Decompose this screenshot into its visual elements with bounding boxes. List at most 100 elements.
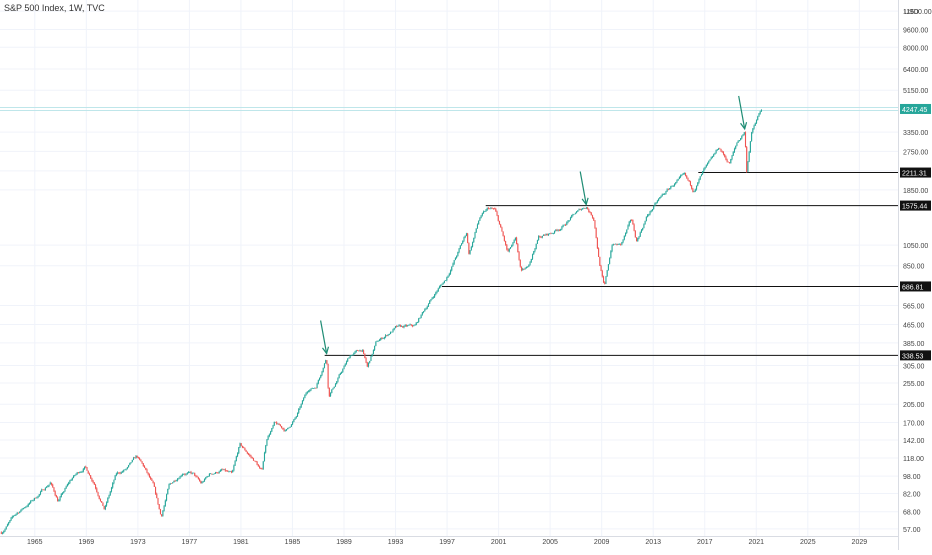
candle-body bbox=[48, 484, 50, 487]
candle-body bbox=[30, 500, 32, 503]
candle-body bbox=[369, 360, 371, 363]
candle-body bbox=[259, 466, 261, 468]
candle-body bbox=[148, 474, 150, 478]
candle-body bbox=[520, 266, 523, 271]
price-tick-label: 305.00 bbox=[903, 364, 925, 371]
candle-body bbox=[616, 243, 618, 245]
candle-body bbox=[341, 371, 343, 374]
candle-body bbox=[96, 488, 98, 492]
candle-body bbox=[549, 233, 551, 235]
candle-body bbox=[229, 471, 231, 472]
candle-body bbox=[563, 224, 565, 226]
candle-body bbox=[31, 500, 33, 502]
level-badge bbox=[900, 167, 931, 178]
candle-body bbox=[721, 151, 723, 153]
candle-body bbox=[708, 161, 710, 163]
candle-body bbox=[112, 483, 114, 488]
candle-body bbox=[331, 389, 333, 394]
candle-body bbox=[101, 501, 103, 503]
candle-body bbox=[87, 470, 89, 474]
candle-body bbox=[580, 209, 583, 211]
candle-body bbox=[270, 431, 272, 435]
candle-body bbox=[746, 146, 748, 172]
candle-body bbox=[593, 217, 595, 221]
candle-body bbox=[85, 466, 87, 468]
candle-body bbox=[533, 251, 535, 255]
candle-body bbox=[398, 325, 400, 326]
candle-body bbox=[462, 240, 464, 244]
candle-body bbox=[402, 326, 404, 328]
candle-body bbox=[70, 479, 72, 481]
candle-body bbox=[509, 247, 512, 249]
candle-body bbox=[342, 369, 344, 372]
candle-body bbox=[683, 172, 685, 174]
candle-body bbox=[194, 472, 196, 476]
candle-body bbox=[276, 422, 278, 425]
level-badge bbox=[900, 200, 931, 211]
candle-body bbox=[252, 458, 255, 461]
candle-body bbox=[306, 391, 308, 394]
candle-body bbox=[228, 471, 230, 473]
candle-body bbox=[197, 477, 199, 480]
candle-body bbox=[212, 473, 214, 475]
candle-body bbox=[725, 156, 727, 160]
candle-body bbox=[188, 471, 190, 474]
candle-body bbox=[166, 494, 168, 501]
candle-body bbox=[2, 532, 4, 534]
candle-body bbox=[26, 506, 28, 507]
candle-body bbox=[703, 168, 705, 172]
candle-body bbox=[175, 480, 177, 482]
candle-body bbox=[168, 484, 170, 489]
candle-body bbox=[413, 325, 415, 327]
candle-body bbox=[598, 248, 600, 257]
candle-body bbox=[348, 357, 350, 359]
candle-body bbox=[172, 482, 174, 484]
candle-body bbox=[555, 229, 557, 231]
candle-body bbox=[688, 180, 690, 182]
candle-body bbox=[647, 215, 649, 217]
candle-body bbox=[748, 152, 750, 162]
candle-body bbox=[216, 472, 218, 473]
candle-body bbox=[183, 474, 185, 475]
candle-body bbox=[458, 248, 460, 253]
candle-body bbox=[410, 324, 412, 326]
candle-body bbox=[86, 467, 88, 471]
candle-body bbox=[582, 208, 584, 210]
candle-body bbox=[128, 465, 130, 468]
price-tick-label: 465.00 bbox=[903, 322, 925, 329]
candle-body bbox=[530, 258, 532, 262]
candle-body bbox=[502, 231, 504, 237]
candle-body bbox=[322, 367, 324, 372]
candle-body bbox=[660, 195, 662, 198]
candle-body bbox=[478, 220, 480, 225]
time-tick-label: 1977 bbox=[182, 539, 198, 546]
candle-body bbox=[650, 210, 652, 212]
candle-body bbox=[528, 264, 530, 267]
candle-body bbox=[118, 472, 120, 474]
candle-body bbox=[741, 135, 743, 139]
price-tick-label: 98.00 bbox=[903, 474, 921, 481]
price-tick-label: 850.00 bbox=[903, 264, 925, 271]
annotation-arrow-head bbox=[321, 346, 330, 355]
candle-body bbox=[591, 215, 594, 218]
candle-body bbox=[449, 270, 452, 274]
candle-body bbox=[205, 477, 207, 479]
candle-body bbox=[443, 280, 445, 283]
candle-body bbox=[453, 260, 455, 264]
candle-body bbox=[167, 488, 169, 495]
candle-body bbox=[743, 132, 745, 135]
candle-body bbox=[705, 164, 707, 167]
candle-body bbox=[95, 484, 97, 489]
candle-body bbox=[304, 395, 306, 399]
candle-body bbox=[718, 148, 720, 150]
level-badge-label: 686.81 bbox=[902, 284, 924, 291]
price-tick-label: 385.00 bbox=[903, 341, 925, 348]
candle-body bbox=[496, 211, 498, 216]
candle-body bbox=[491, 208, 493, 209]
candle-body bbox=[162, 510, 164, 516]
candle-body bbox=[693, 191, 695, 192]
candle-body bbox=[418, 318, 420, 323]
candle-body bbox=[221, 469, 223, 471]
candle-body bbox=[123, 469, 125, 472]
